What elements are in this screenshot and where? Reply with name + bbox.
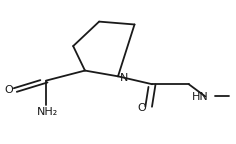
Text: N: N — [120, 73, 128, 83]
Text: O: O — [138, 103, 147, 113]
Text: HN: HN — [192, 92, 209, 102]
Text: O: O — [4, 85, 13, 95]
Text: NH₂: NH₂ — [37, 107, 58, 117]
